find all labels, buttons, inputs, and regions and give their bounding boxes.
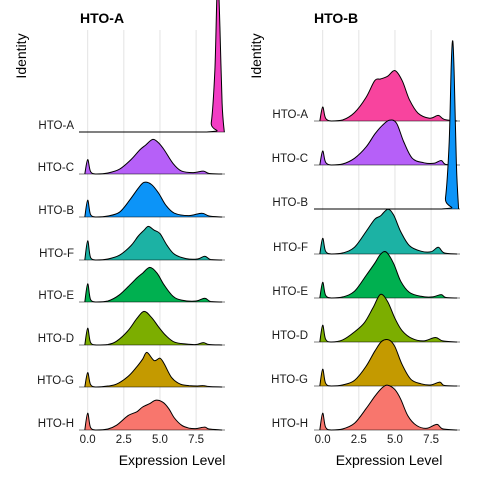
density-ridges xyxy=(314,40,460,431)
ridge-hto-f xyxy=(319,208,458,255)
x-gridlines xyxy=(87,30,197,430)
panel-title: HTO-B xyxy=(314,10,358,26)
x-tick-label: 7.5 xyxy=(188,434,204,446)
identity-label-hto-a: HTO-A xyxy=(272,109,308,121)
ridge-hto-d xyxy=(84,310,223,346)
identity-label-hto-g: HTO-G xyxy=(271,374,308,386)
ridge-hto-d xyxy=(319,293,458,343)
identity-label-hto-c: HTO-C xyxy=(272,153,308,165)
ridge-hto-g xyxy=(84,351,223,388)
panel-hto-b: HTO-H HTO-G HTO-D HTO-E HTO-F HTO-B HTO-C HTO-A… xyxy=(248,10,460,468)
x-tick-labels: 0.0 2.5 5.0 7.5 xyxy=(80,434,204,446)
y-axis-title: Identity xyxy=(248,33,264,78)
ridge-hto-h xyxy=(84,399,223,431)
x-axis-title: Expression Level xyxy=(336,452,443,468)
x-tick-label: 0.0 xyxy=(80,434,96,446)
ridge-hto-e xyxy=(84,266,223,303)
x-tick-label: 0.0 xyxy=(315,434,331,446)
x-tick-label: 7.5 xyxy=(423,434,439,446)
identity-label-hto-c: HTO-C xyxy=(38,162,74,174)
ridge-hto-h xyxy=(319,384,458,431)
identity-label-hto-b: HTO-B xyxy=(38,205,74,217)
identity-label-hto-e: HTO-E xyxy=(38,290,74,302)
identity-labels: HTO-H HTO-G HTO-D HTO-E HTO-F HTO-B HTO-C HTO-A xyxy=(37,120,74,430)
panel-hto-a: HTO-H HTO-G HTO-D HTO-E HTO-F HTO-B HTO-C HTO-A… xyxy=(13,0,225,468)
x-tick-label: 2.5 xyxy=(351,434,367,446)
identity-label-hto-f: HTO-F xyxy=(273,242,308,254)
identity-label-hto-e: HTO-E xyxy=(272,286,308,298)
identity-label-hto-d: HTO-D xyxy=(272,330,308,342)
x-axis-title: Expression Level xyxy=(119,452,226,468)
panel-title: HTO-A xyxy=(80,10,124,26)
x-tick-label: 2.5 xyxy=(116,434,132,446)
ridge-hto-f xyxy=(84,225,223,261)
identity-label-hto-d: HTO-D xyxy=(38,333,74,345)
x-tick-label: 5.0 xyxy=(387,434,403,446)
identity-labels: HTO-H HTO-G HTO-D HTO-E HTO-F HTO-B HTO-C HTO-A xyxy=(271,109,308,430)
identity-label-hto-b: HTO-B xyxy=(272,197,308,209)
density-ridges xyxy=(79,0,225,431)
identity-label-hto-a: HTO-A xyxy=(38,120,74,132)
y-axis-title: Identity xyxy=(13,33,29,78)
ridge-hto-c xyxy=(84,138,223,175)
x-tick-labels: 0.0 2.5 5.0 7.5 xyxy=(315,434,439,446)
identity-label-hto-g: HTO-G xyxy=(37,375,74,387)
ridge-hto-e xyxy=(319,251,458,299)
ridge-hto-g xyxy=(319,339,458,387)
identity-label-hto-h: HTO-H xyxy=(38,418,74,430)
ridge-hto-a xyxy=(319,70,458,122)
identity-label-hto-f: HTO-F xyxy=(39,248,74,260)
identity-label-hto-h: HTO-H xyxy=(272,418,308,430)
ridge-hto-c xyxy=(319,119,458,166)
x-tick-label: 5.0 xyxy=(152,434,168,446)
ridge-hto-b xyxy=(84,181,223,218)
